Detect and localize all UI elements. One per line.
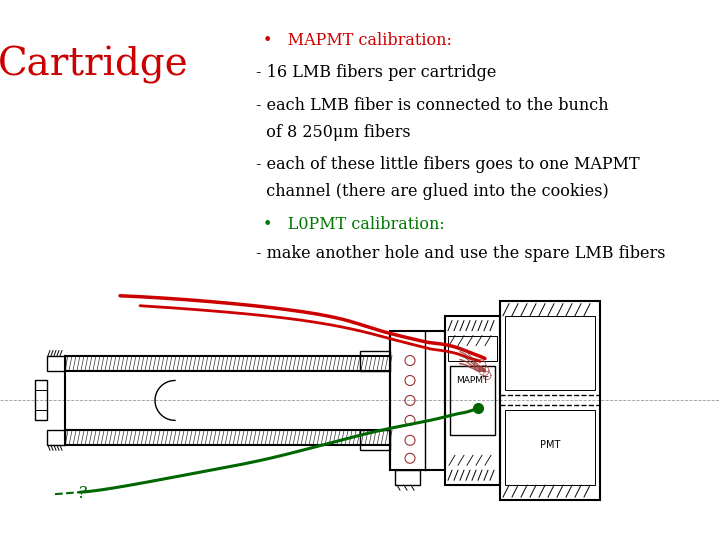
Bar [47,355,65,370]
Bar [360,430,390,450]
Bar [448,336,497,361]
Bar [505,410,595,485]
Bar [450,366,495,435]
Text: Cartridge: Cartridge [0,46,189,84]
Bar [35,381,47,420]
Text: - 16 LMB fibers per cartridge: - 16 LMB fibers per cartridge [256,64,496,82]
Bar [47,430,65,445]
Text: - each of these little fibers goes to one MAPMT: - each of these little fibers goes to on… [256,156,639,173]
Text: of 8 250μm fibers: of 8 250μm fibers [256,124,410,141]
Text: - each LMB fiber is connected to the bunch: - each LMB fiber is connected to the bun… [256,97,608,114]
Bar [360,350,390,370]
Text: - make another hole and use the spare LMB fibers: - make another hole and use the spare LM… [256,245,665,262]
Text: channel (there are glued into the cookies): channel (there are glued into the cookie… [256,183,608,200]
Bar [505,316,595,390]
Text: PMT: PMT [540,440,560,450]
Bar [395,470,420,485]
Text: •   MAPMT calibration:: • MAPMT calibration: [263,32,451,49]
Text: ?: ? [78,485,86,502]
Text: •   L0PMT calibration:: • L0PMT calibration: [263,215,444,233]
Text: MAPMT: MAPMT [456,376,489,385]
Bar [500,301,600,500]
Bar [445,316,500,485]
Bar [390,330,445,470]
